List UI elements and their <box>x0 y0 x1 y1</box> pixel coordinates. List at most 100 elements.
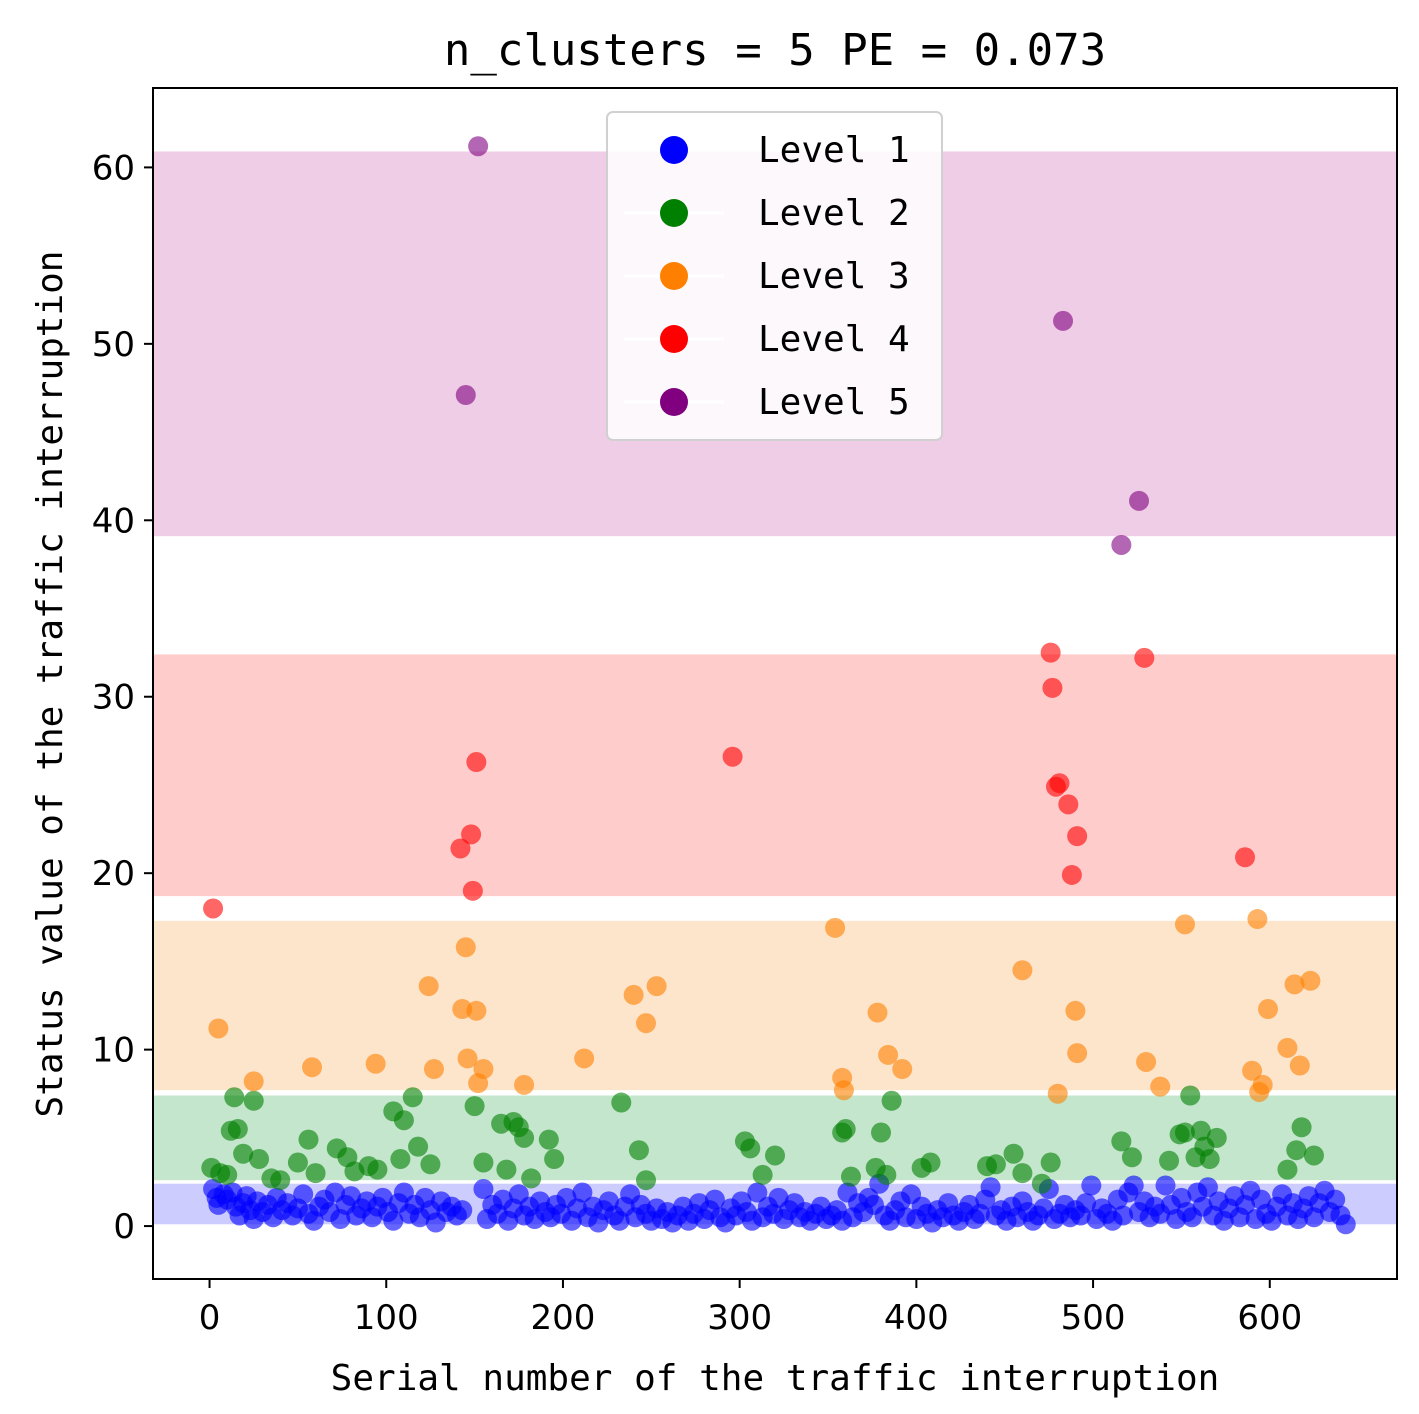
y-tick-label-10: 10 <box>92 1031 135 1071</box>
point-level-1-52 <box>473 1179 494 1200</box>
point-level-2-4 <box>224 1087 245 1108</box>
point-level-3-2 <box>302 1057 323 1078</box>
point-level-3-36 <box>1284 974 1305 995</box>
y-axis-ticks: 0 10 20 30 40 50 60 <box>92 148 153 1247</box>
legend-marker-5 <box>660 388 688 416</box>
point-level-2-70 <box>1291 1117 1312 1138</box>
point-level-3-7 <box>455 937 476 958</box>
legend-label-3: Level 3 <box>758 256 910 297</box>
point-level-4-14 <box>1235 847 1256 868</box>
point-level-2-23 <box>408 1136 429 1157</box>
band-level-3 <box>154 920 1396 1091</box>
point-level-2-13 <box>305 1163 326 1184</box>
point-level-2-61 <box>1174 1122 1195 1143</box>
x-tick-label-100: 100 <box>354 1298 419 1338</box>
point-level-2-58 <box>1121 1147 1142 1168</box>
y-tick-label-0: 0 <box>113 1207 135 1247</box>
point-level-5-2 <box>1053 310 1074 331</box>
point-level-1-181 <box>1155 1175 1176 1196</box>
point-level-1-21 <box>293 1184 314 1205</box>
point-level-1-148 <box>980 1177 1001 1198</box>
legend-box <box>606 111 943 441</box>
point-level-3-19 <box>833 1080 854 1101</box>
point-level-2-20 <box>390 1149 411 1170</box>
y-tick-label-60: 60 <box>92 148 135 188</box>
plot-frame <box>152 87 1398 1280</box>
point-level-3-16 <box>646 976 667 997</box>
point-level-1-71 <box>572 1182 593 1203</box>
point-level-1-215 <box>1335 1214 1356 1235</box>
point-level-2-8 <box>249 1149 270 1170</box>
point-level-2-35 <box>611 1092 632 1113</box>
point-level-3-3 <box>365 1053 386 1074</box>
y-axis-label: Status value of the traffic interruption <box>30 251 71 1118</box>
point-level-3-38 <box>1300 970 1321 991</box>
point-level-2-24 <box>420 1154 441 1175</box>
x-axis-ticks: 0 100 200 300 400 500 600 <box>199 1279 1302 1338</box>
point-level-2-68 <box>1277 1159 1298 1180</box>
point-level-4-2 <box>461 824 482 845</box>
legend-label-4: Level 4 <box>758 319 910 360</box>
point-level-1-173 <box>1113 1205 1134 1226</box>
point-level-2-64 <box>1190 1120 1211 1141</box>
point-level-2-62 <box>1180 1085 1201 1106</box>
data-points <box>201 136 1356 1235</box>
point-level-2-55 <box>1031 1173 1052 1194</box>
x-tick-label-0: 0 <box>199 1298 221 1338</box>
point-level-3-21 <box>878 1044 899 1065</box>
point-level-1-51 <box>452 1200 473 1221</box>
point-level-2-67 <box>1206 1127 1227 1148</box>
point-level-3-1 <box>243 1071 264 1092</box>
point-level-5-1 <box>468 136 489 157</box>
point-level-2-7 <box>243 1090 264 1111</box>
point-level-2-53 <box>1003 1143 1024 1164</box>
point-level-2-34 <box>544 1149 565 1170</box>
point-level-2-21 <box>393 1110 414 1131</box>
point-level-2-69 <box>1286 1140 1307 1161</box>
point-level-2-26 <box>473 1152 494 1173</box>
point-level-2-57 <box>1111 1131 1132 1152</box>
point-level-3-27 <box>1136 1051 1157 1072</box>
point-level-3-12 <box>514 1074 535 1095</box>
point-level-3-33 <box>1252 1074 1273 1095</box>
point-level-1-175 <box>1123 1175 1144 1196</box>
point-level-5-0 <box>455 385 476 406</box>
y-tick-label-40: 40 <box>92 501 135 541</box>
point-level-3-28 <box>1150 1076 1171 1097</box>
legend-marker-2 <box>660 199 688 227</box>
point-level-2-48 <box>881 1090 902 1111</box>
point-level-2-59 <box>1159 1150 1180 1171</box>
point-level-2-33 <box>538 1129 559 1150</box>
point-level-2-66 <box>1199 1149 1220 1170</box>
point-level-3-14 <box>623 984 644 1005</box>
point-level-4-12 <box>1067 826 1088 847</box>
legend-marker-1 <box>660 136 688 164</box>
point-level-3-24 <box>1047 1083 1068 1104</box>
point-level-3-20 <box>867 1002 888 1023</box>
point-level-1-96 <box>704 1189 725 1210</box>
legend-marker-4 <box>660 325 688 353</box>
point-level-2-18 <box>367 1159 388 1180</box>
point-level-3-25 <box>1065 1000 1086 1021</box>
point-level-2-22 <box>402 1087 423 1108</box>
legend-label-2: Level 2 <box>758 193 910 234</box>
point-level-2-40 <box>752 1164 773 1185</box>
point-level-5-4 <box>1129 490 1150 511</box>
point-level-4-6 <box>1040 642 1061 663</box>
point-level-2-43 <box>835 1119 856 1140</box>
point-level-4-11 <box>1061 864 1082 885</box>
point-level-2-5 <box>227 1119 248 1140</box>
point-level-4-5 <box>722 746 743 767</box>
point-level-3-34 <box>1258 999 1279 1020</box>
point-level-2-32 <box>521 1168 542 1189</box>
point-level-2-11 <box>287 1152 308 1173</box>
point-level-3-35 <box>1277 1037 1298 1058</box>
point-level-2-52 <box>985 1154 1006 1175</box>
point-level-3-9 <box>466 1000 487 1021</box>
point-level-4-7 <box>1042 677 1063 698</box>
point-level-3-15 <box>636 1013 657 1034</box>
point-level-4-4 <box>466 752 487 773</box>
point-level-3-29 <box>1174 914 1195 935</box>
legend-label-5: Level 5 <box>758 382 910 423</box>
